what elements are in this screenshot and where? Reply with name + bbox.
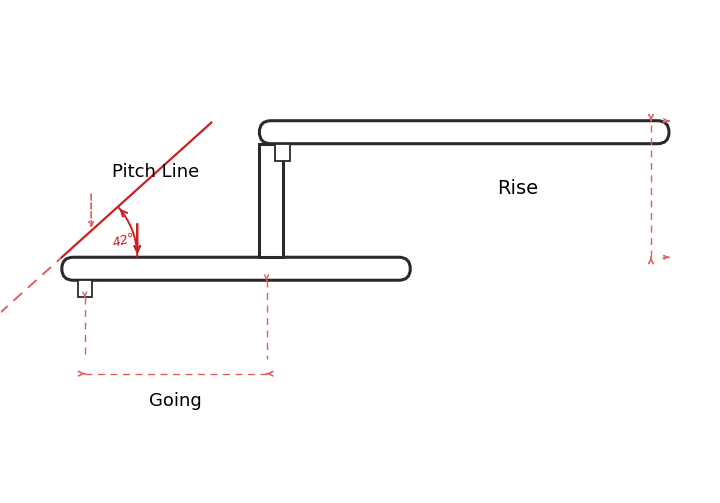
Bar <box>78 280 92 297</box>
Bar <box>275 144 289 161</box>
Text: 42°: 42° <box>111 231 138 250</box>
FancyBboxPatch shape <box>259 121 669 144</box>
FancyBboxPatch shape <box>62 257 410 280</box>
Bar <box>259 144 283 257</box>
Text: Rise: Rise <box>498 180 539 199</box>
Text: Going: Going <box>149 392 202 409</box>
Text: Pitch Line: Pitch Line <box>112 163 199 182</box>
